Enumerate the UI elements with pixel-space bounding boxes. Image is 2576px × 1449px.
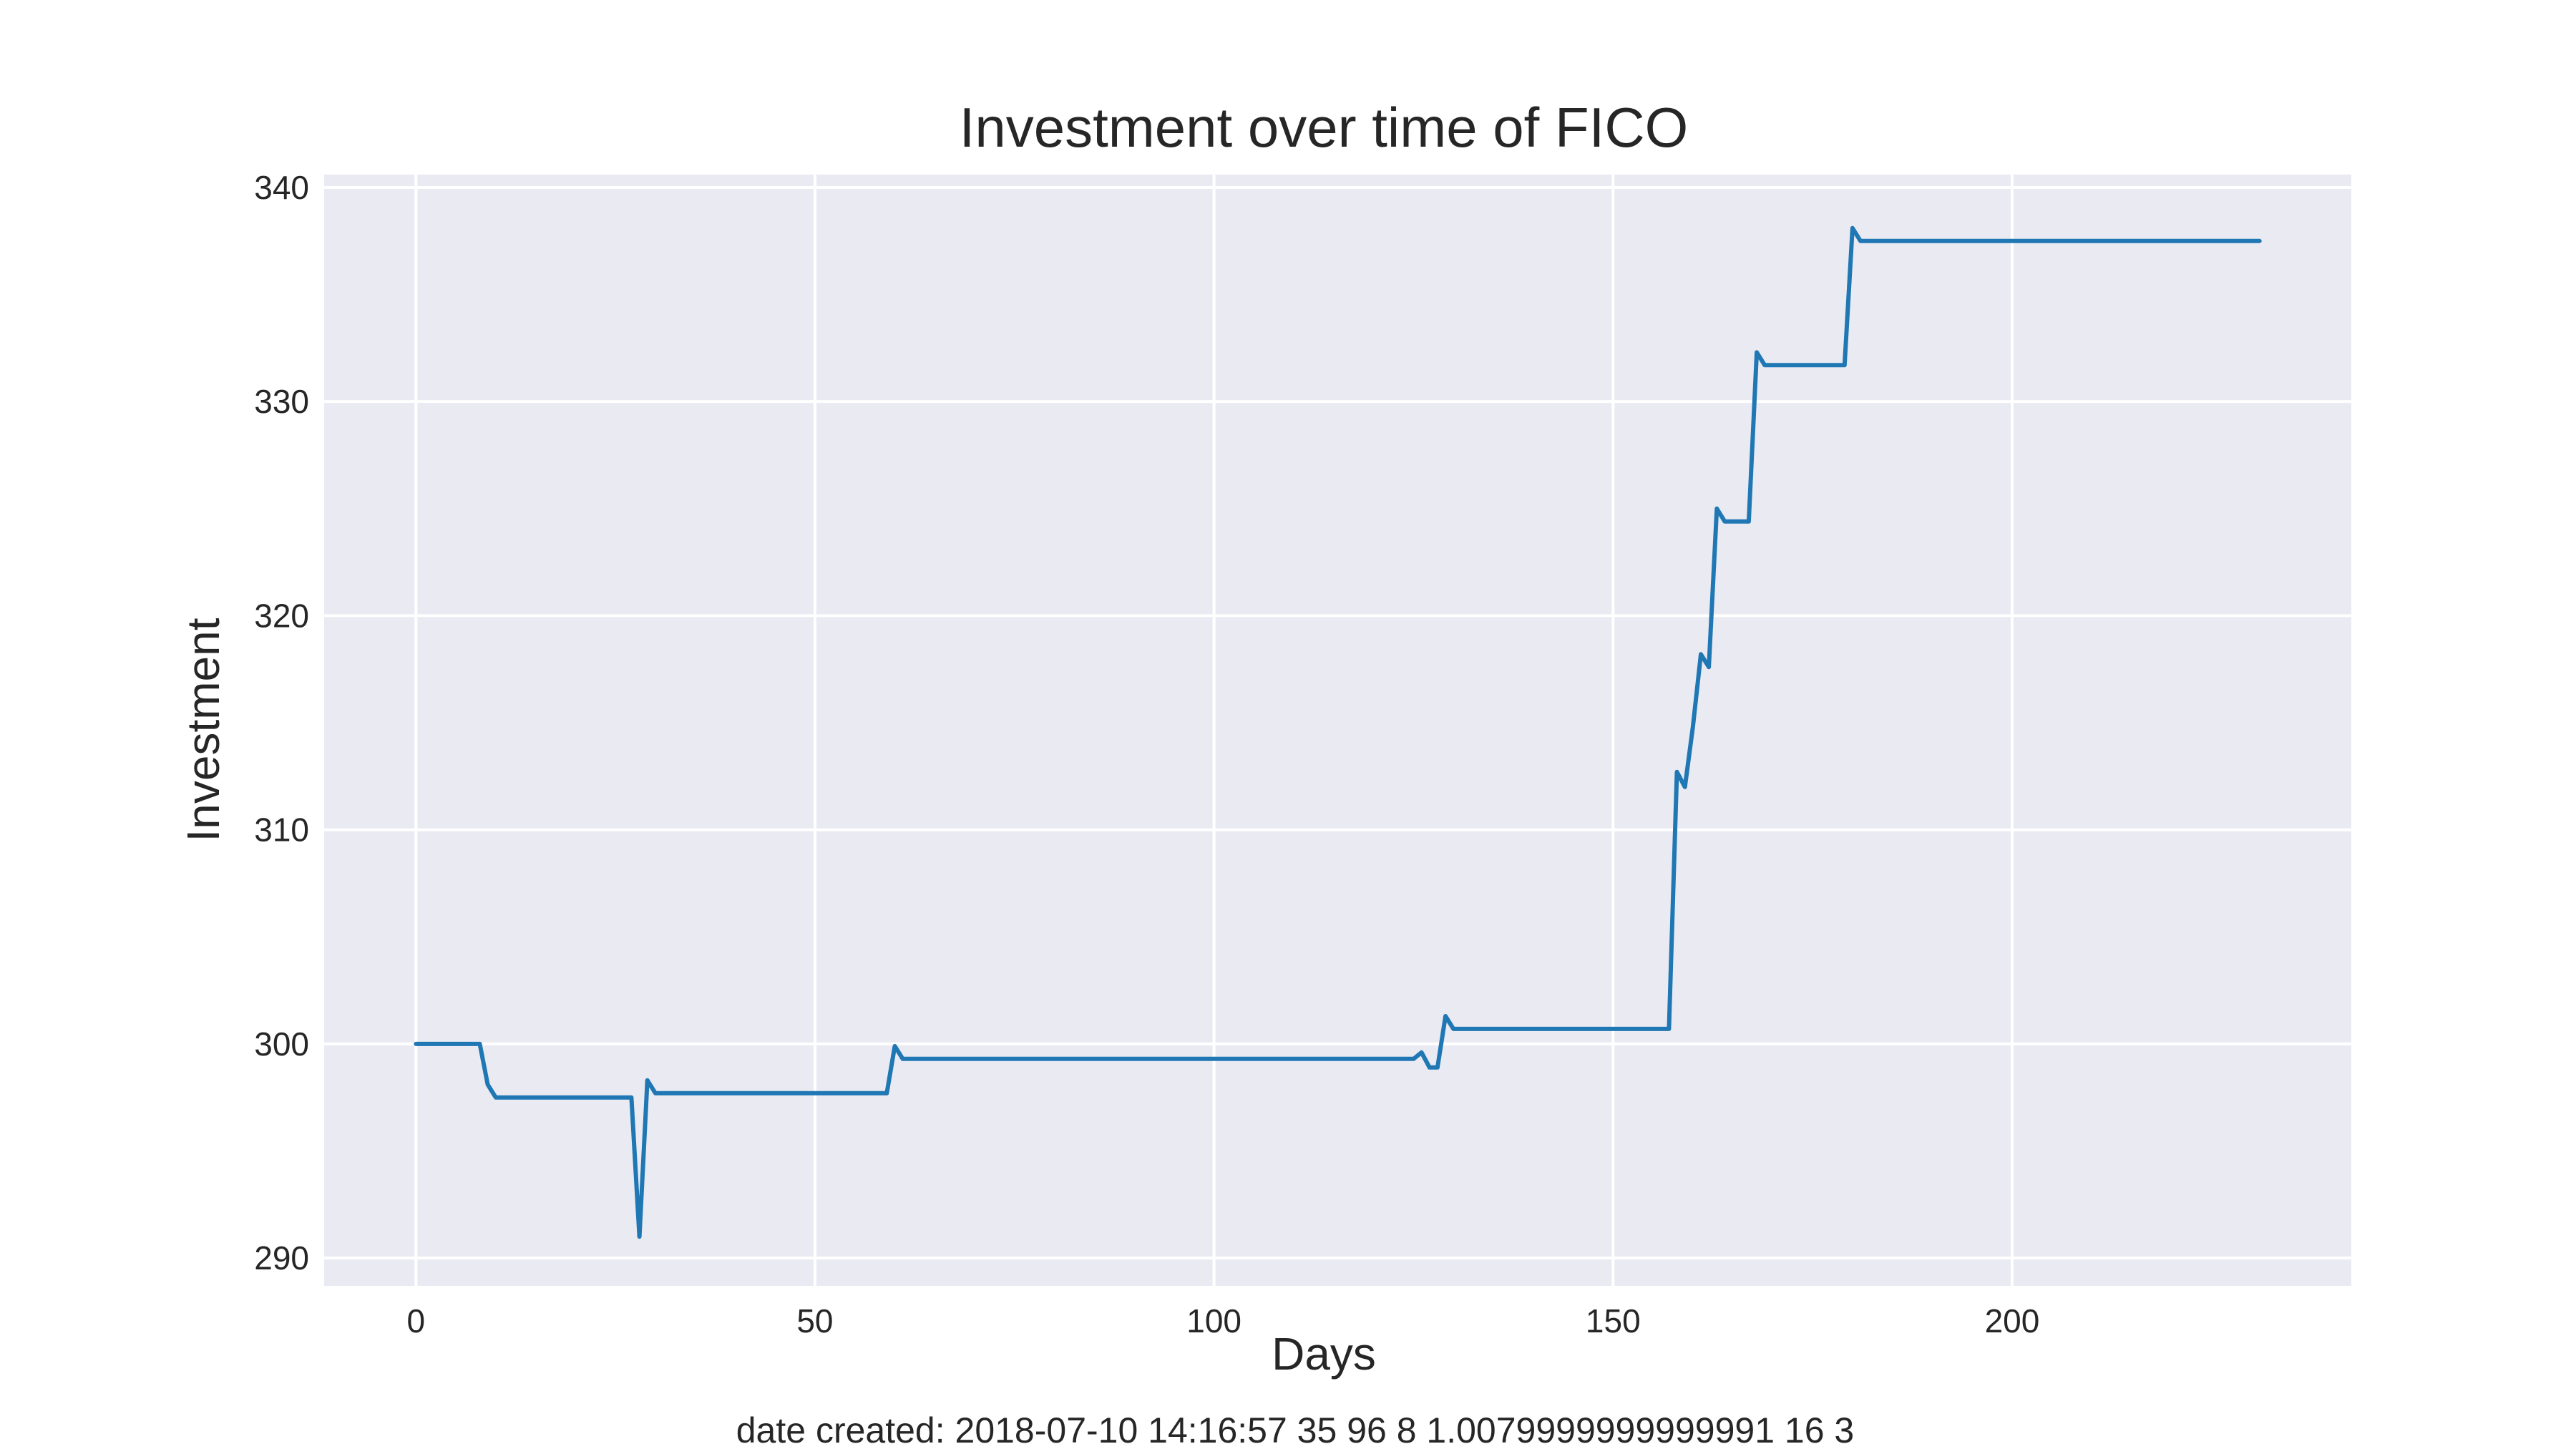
y-tick-label: 320 (254, 597, 309, 634)
x-tick-label: 150 (1586, 1302, 1641, 1340)
y-tick-label: 300 (254, 1025, 309, 1063)
footer-caption: date created: 2018-07-10 14:16:57 35 96 … (736, 1410, 1854, 1449)
x-tick-label: 50 (796, 1302, 833, 1340)
gridlines (324, 175, 2351, 1286)
series-layer (414, 225, 2262, 1239)
tick-labels: 0 50 100 150 200 290 300 310 320 330 340 (254, 169, 2039, 1340)
y-axis-label: Investment (177, 618, 229, 841)
plot-area (324, 175, 2351, 1286)
y-tick-label: 290 (254, 1239, 309, 1277)
x-tick-label: 200 (1985, 1302, 2040, 1340)
x-tick-label: 0 (406, 1302, 425, 1340)
x-axis-label: Days (1272, 1328, 1376, 1380)
series-line (414, 225, 2262, 1239)
y-tick-label: 310 (254, 811, 309, 849)
y-tick-label: 340 (254, 169, 309, 206)
x-tick-label: 100 (1186, 1302, 1241, 1340)
chart-title: Investment over time of FICO (960, 96, 1689, 159)
y-tick-label: 330 (254, 383, 309, 420)
